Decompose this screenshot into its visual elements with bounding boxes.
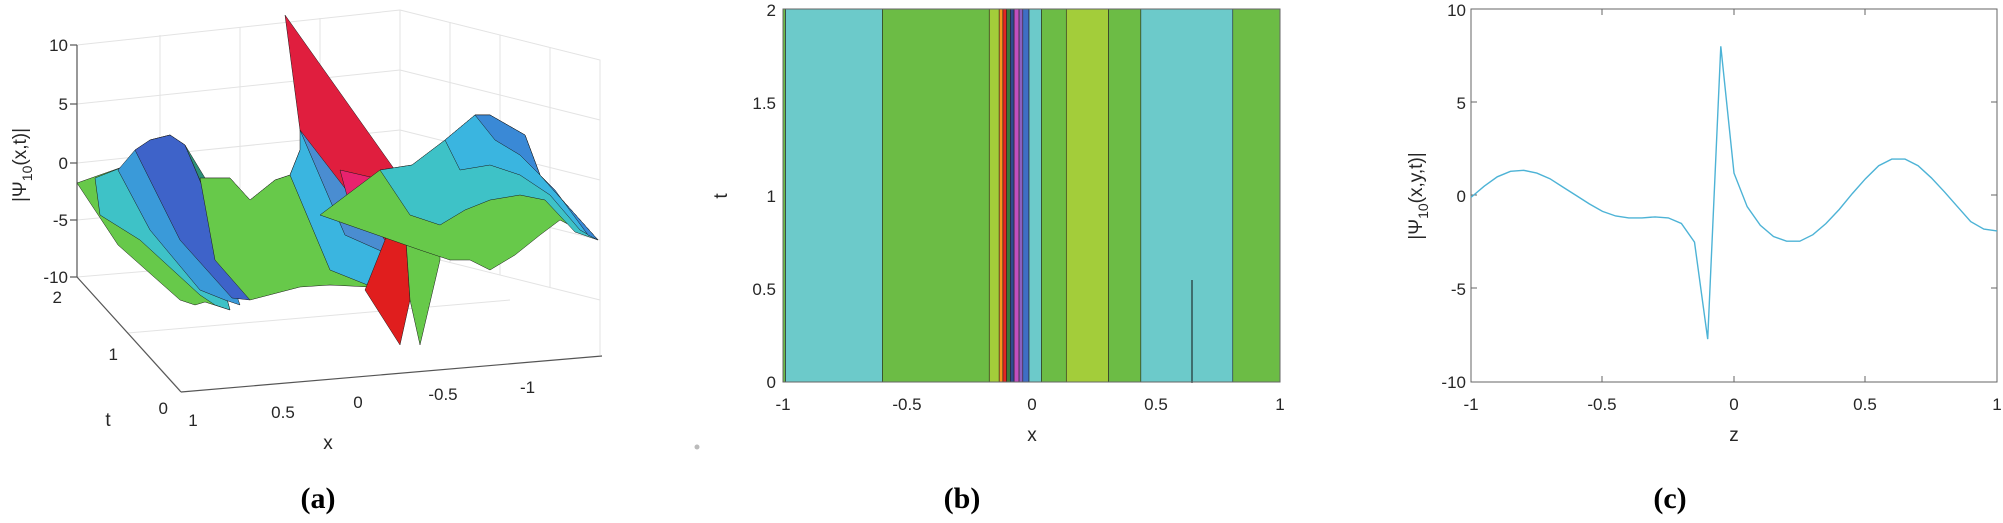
c-yt-3: -5 (1451, 280, 1466, 299)
contour-band (1232, 8, 1281, 383)
a-tt-0: 2 (53, 288, 62, 307)
contour-band (988, 8, 1000, 383)
contour-band (1006, 8, 1011, 383)
c-x-axis-label: z (1729, 425, 1739, 446)
c-yt-0: 10 (1447, 1, 1466, 20)
b-y-axis-label: t (711, 193, 732, 199)
panel-c-y-ticks: 10 5 0 -5 -10 (1441, 1, 1466, 392)
panel-b-contour-plot: 2 1.5 1 0.5 0 -1 -0.5 0 0.5 1 x t (b) (694, 1, 1285, 515)
contour-band (998, 8, 1004, 383)
panel-a-z-ticks: 10 5 0 -5 -10 (43, 36, 68, 287)
contour-band (785, 8, 883, 383)
contour-band (1018, 8, 1024, 383)
panel-a-surface (76, 14, 599, 346)
panel-a-label: (a) (301, 482, 336, 515)
a-zt-1: 5 (59, 95, 68, 114)
panel-a-axes (70, 44, 603, 393)
panel-a-t-ticks: 2 1 0 (53, 288, 168, 418)
b-yt-4: 0 (767, 373, 776, 392)
panel-b-bands (782, 8, 1281, 383)
panel-b-label: (b) (944, 482, 981, 515)
contour-band (882, 8, 990, 383)
c-y-axis-label: |Ψ10(x,y,t)| (1406, 152, 1431, 239)
b-xt-4: 1 (1275, 395, 1284, 414)
panel-c-frame (1470, 8, 1998, 383)
b-xt-2: 0 (1027, 395, 1036, 414)
panel-c-series-line (1470, 46, 1998, 340)
a-zt-2: 0 (59, 154, 68, 173)
c-xt-4: 1 (1992, 395, 2001, 414)
a-z-axis-label: |Ψ10(x,t)| (10, 128, 35, 202)
contour-band (1013, 8, 1020, 383)
contour-band (1022, 8, 1030, 383)
contour-band (1028, 8, 1042, 383)
b-xt-0: -1 (775, 395, 790, 414)
b-yt-0: 2 (767, 1, 776, 20)
c-yt-2: 0 (1457, 187, 1466, 206)
a-xt-1: 0.5 (271, 403, 295, 422)
panel-b-x-ticks: -1 -0.5 0 0.5 1 (775, 395, 1284, 414)
c-yt-1: 5 (1457, 94, 1466, 113)
b-yt-2: 1 (767, 187, 776, 206)
a-xt-4: -1 (520, 378, 535, 397)
c-xt-2: 0 (1729, 395, 1738, 414)
b-x-axis-label: x (1027, 425, 1037, 446)
a-zt-0: 10 (49, 36, 68, 55)
c-xt-0: -1 (1463, 395, 1478, 414)
a-tt-1: 1 (109, 345, 118, 364)
contour-band (1010, 8, 1015, 383)
c-xt-3: 0.5 (1853, 395, 1877, 414)
contour-band (1002, 8, 1007, 383)
b-yt-1: 1.5 (752, 94, 776, 113)
panel-c-x-ticks: -1 -0.5 0 0.5 1 (1463, 395, 2001, 414)
stray-dot (694, 444, 700, 450)
a-zt-4: -10 (43, 268, 68, 287)
panel-b-y-ticks: 2 1.5 1 0.5 0 (752, 1, 776, 392)
panel-b-frame (782, 8, 1281, 383)
b-xt-1: -0.5 (892, 395, 921, 414)
panel-a-x-ticks: 1 0.5 0 -0.5 -1 (188, 378, 535, 430)
a-zt-3: -5 (53, 211, 68, 230)
a-xt-3: -0.5 (428, 385, 457, 404)
a-xt-2: 0 (353, 393, 362, 412)
contour-band (1108, 8, 1142, 383)
panel-c-label: (c) (1653, 482, 1686, 515)
panel-c-line-plot: 10 5 0 -5 -10 -1 -0.5 0 0.5 1 z |Ψ10(x,y… (1406, 1, 2002, 515)
b-yt-3: 0.5 (752, 280, 776, 299)
a-t-axis-label: t (105, 410, 111, 431)
panel-c-ticks (1471, 9, 1997, 382)
contour-band (1041, 8, 1067, 383)
panel-a-surface-plot: 10 5 0 -5 -10 2 1 0 1 0.5 0 -0.5 -1 t x … (10, 9, 603, 515)
contour-band (1065, 8, 1109, 383)
a-tt-2: 0 (159, 399, 168, 418)
a-xt-0: 1 (188, 411, 197, 430)
contour-band (1140, 8, 1234, 383)
c-yt-4: -10 (1441, 373, 1466, 392)
c-xt-1: -0.5 (1587, 395, 1616, 414)
a-x-axis-label: x (323, 433, 333, 454)
b-xt-3: 0.5 (1144, 395, 1168, 414)
